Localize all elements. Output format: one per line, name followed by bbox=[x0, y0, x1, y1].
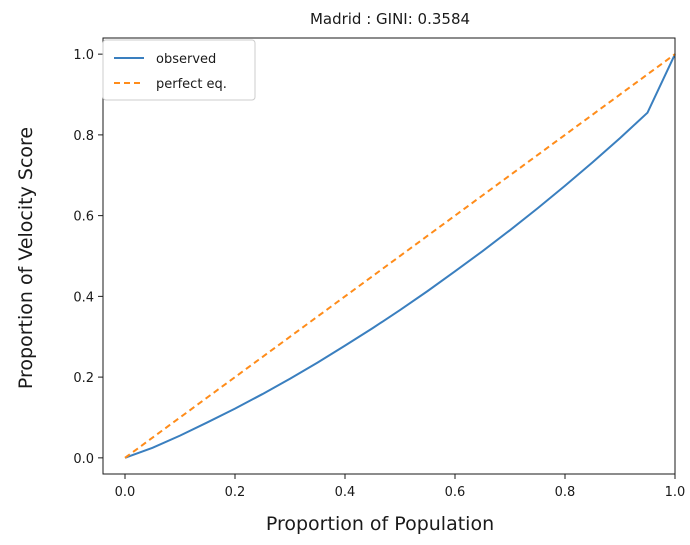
x-tick-label: 0.4 bbox=[335, 485, 356, 500]
y-tick-label: 0.0 bbox=[73, 452, 94, 467]
x-tick-label: 0.6 bbox=[445, 485, 466, 500]
legend-label-observed: observed bbox=[156, 52, 216, 67]
x-tick-label: 0.8 bbox=[555, 485, 576, 500]
y-tick-label: 0.2 bbox=[73, 371, 94, 386]
y-tick-label: 0.6 bbox=[73, 210, 94, 225]
legend: observed perfect eq. bbox=[102, 39, 256, 101]
series-line-perfect-eq bbox=[124, 53, 676, 459]
x-tick-label: 1.0 bbox=[665, 485, 686, 500]
x-tick-label: 0.0 bbox=[115, 485, 136, 500]
x-axis-label: Proportion of Population bbox=[266, 513, 494, 535]
series-layer bbox=[124, 53, 676, 459]
x-tick-label: 0.2 bbox=[225, 485, 246, 500]
plot-frame bbox=[102, 37, 676, 475]
legend-box bbox=[102, 39, 256, 101]
y-tick-label: 0.4 bbox=[73, 290, 94, 305]
y-axis-label: Proportion of Velocity Score bbox=[15, 127, 37, 389]
series-line-observed bbox=[124, 53, 676, 459]
y-tick-label: 1.0 bbox=[73, 48, 94, 63]
legend-label-perfect-eq: perfect eq. bbox=[156, 77, 227, 92]
ticks-layer: 0.0 0.2 0.4 0.6 0.8 1.0 0.0 0.2 0.4 0.6 0.8 1.0 bbox=[73, 48, 685, 500]
y-tick-label: 0.8 bbox=[73, 129, 94, 144]
chart-title: Madrid : GINI: 0.3584 bbox=[310, 10, 470, 28]
